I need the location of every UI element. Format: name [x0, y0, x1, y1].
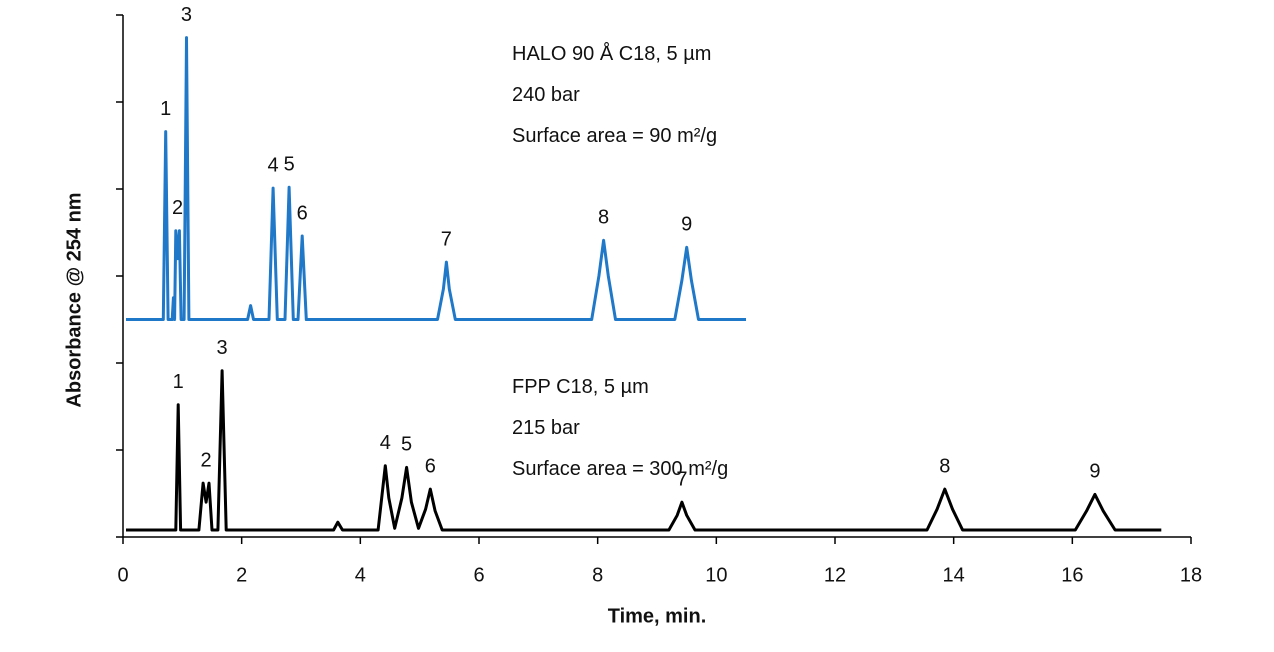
peak-label: 8 — [939, 455, 950, 477]
x-tick-label: 4 — [355, 564, 366, 586]
peak-label: 1 — [173, 371, 184, 393]
peak-label: 7 — [441, 228, 452, 250]
peak-label: 9 — [681, 214, 692, 236]
peak-label: 7 — [676, 468, 687, 490]
annotation: Surface area = 300 m²/g — [512, 458, 728, 480]
peak-label: 4 — [380, 432, 391, 454]
x-tick-label: 16 — [1061, 564, 1083, 586]
peak-label: 8 — [598, 207, 609, 229]
annotation: FPP C18, 5 µm — [512, 376, 649, 398]
annotation: HALO 90 Å C18, 5 µm — [512, 42, 711, 65]
x-tick-label: 0 — [117, 564, 128, 586]
annotation: 215 bar — [512, 417, 580, 439]
x-tick-label: 6 — [473, 564, 484, 586]
x-tick-label: 8 — [592, 564, 603, 586]
x-tick-label: 10 — [705, 564, 727, 586]
x-tick-label: 2 — [236, 564, 247, 586]
peak-label: 3 — [181, 4, 192, 26]
x-tick-label: 18 — [1180, 564, 1202, 586]
x-tick-label: 12 — [824, 564, 846, 586]
peak-label: 6 — [297, 202, 308, 224]
peak-label: 9 — [1089, 461, 1100, 483]
x-tick-label: 14 — [943, 564, 965, 586]
y-axis-label: Absorbance @ 254 nm — [63, 192, 85, 407]
x-axis-label: Time, min. — [608, 605, 707, 627]
peak-label: 2 — [172, 197, 183, 219]
trace — [126, 369, 1162, 532]
peak-label: 4 — [268, 154, 279, 176]
peak-label: 1 — [160, 98, 171, 120]
trace — [126, 36, 746, 321]
annotation: Surface area = 90 m²/g — [512, 125, 717, 147]
peak-label: 2 — [201, 449, 212, 471]
peak-label: 5 — [284, 154, 295, 176]
peak-label: 5 — [401, 434, 412, 456]
peak-label: 3 — [217, 337, 228, 359]
peak-label: 6 — [425, 455, 436, 477]
annotation: 240 bar — [512, 84, 580, 106]
